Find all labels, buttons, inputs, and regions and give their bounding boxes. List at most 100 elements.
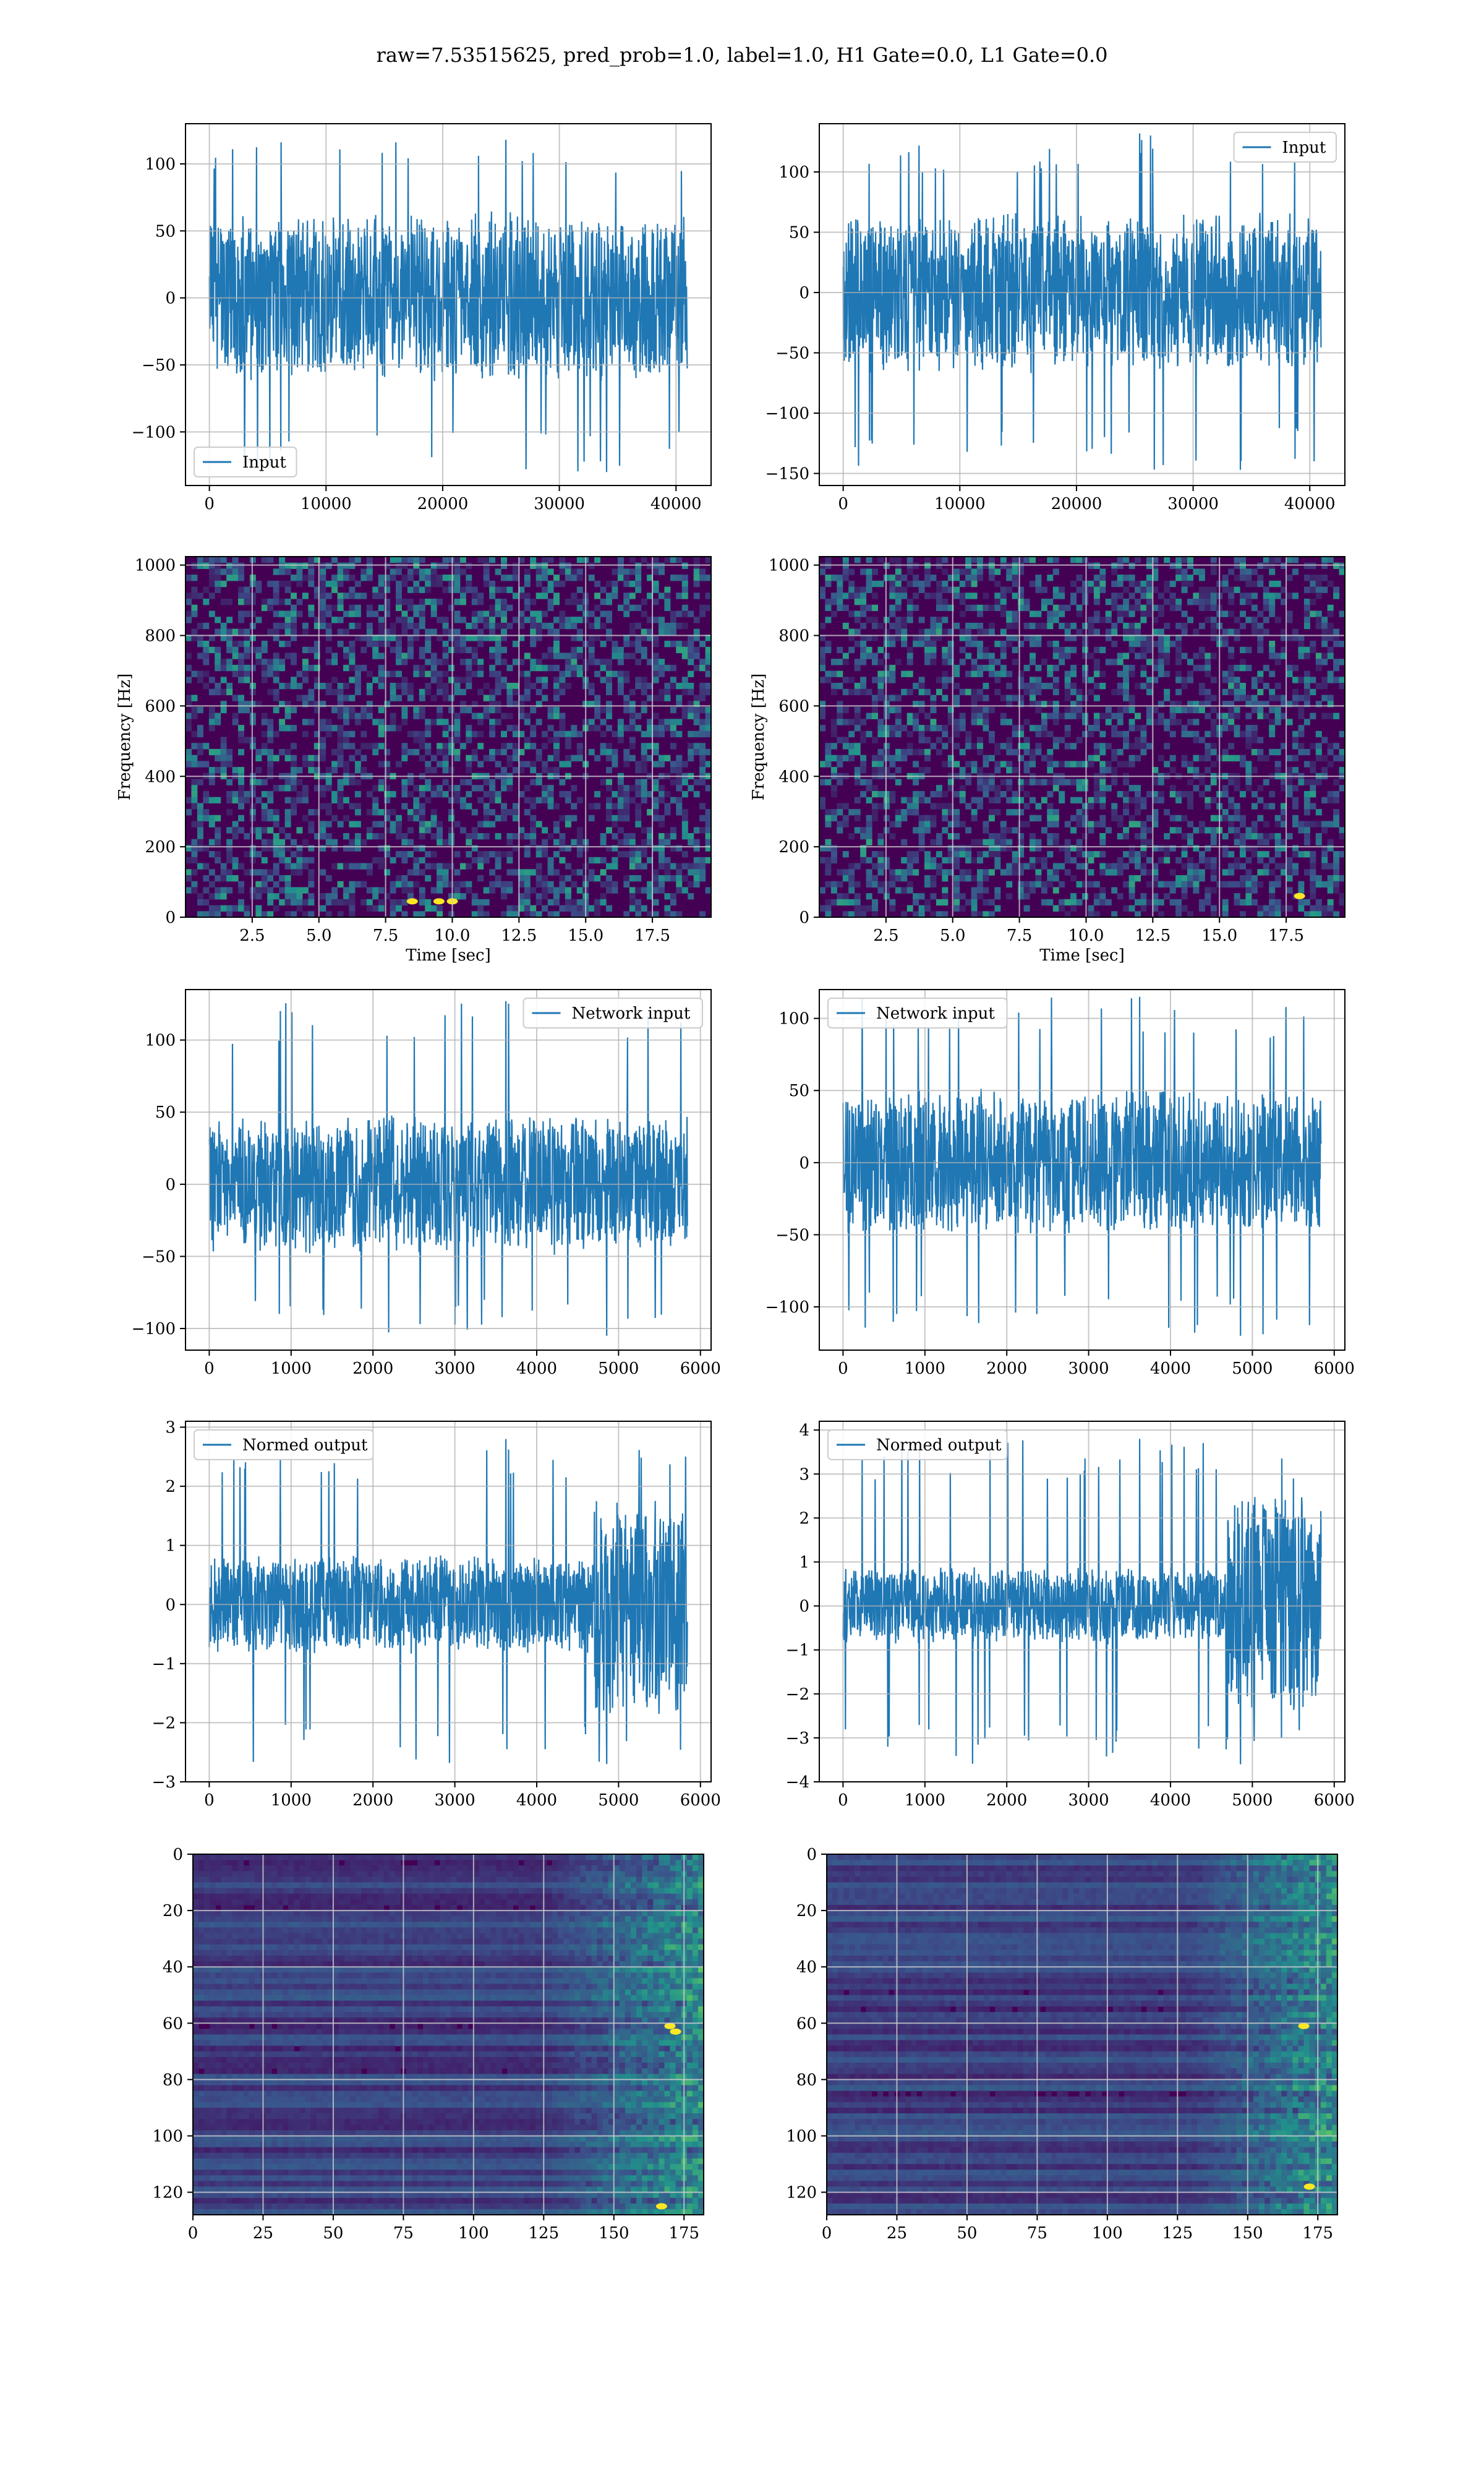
l1-spectrogram-heatmap-cell xyxy=(884,815,890,821)
l1-spectrogram-heatmap-cell xyxy=(884,563,890,569)
l1-spectrogram-heatmap-cell xyxy=(901,839,907,845)
h1-spectrogram-heatmap-cell xyxy=(372,677,378,683)
h1-spectrogram-heatmap-cell xyxy=(606,863,612,870)
l1-spectrogram-heatmap-cell xyxy=(942,815,948,821)
l1-spectrogram-heatmap-cell xyxy=(895,875,902,881)
h1-spectrogram-heatmap-cell xyxy=(291,623,297,629)
h1-spectrogram-heatmap-cell xyxy=(501,659,507,665)
l1-spectrogram-heatmap-cell xyxy=(895,581,902,587)
h1-spectrogram-heatmap-cell xyxy=(659,761,665,767)
h1-spectrogram-heatmap-cell xyxy=(664,719,670,725)
h1-spectrogram-heatmap-cell xyxy=(232,827,239,833)
l1-spectrogram-heatmap-cell xyxy=(1000,743,1007,749)
l1-spectrogram-heatmap-cell xyxy=(884,725,890,731)
h1-spectrogram-heatmap-cell xyxy=(506,869,513,875)
l1-spectrogram-heatmap-cell xyxy=(953,857,960,863)
h1-spectrogram-heatmap-cell xyxy=(401,779,407,785)
h1-spectrogram-heatmap-cell xyxy=(548,791,554,797)
l1-spectrogram-heatmap-cell xyxy=(1158,629,1164,635)
l1-spectrogram-heatmap-cell xyxy=(1321,623,1328,629)
l1-spectrogram-heatmap-cell xyxy=(1257,881,1263,888)
h1-spectrogram-heatmap-cell xyxy=(501,779,507,785)
l1-spectrogram-heatmap-cell xyxy=(1070,689,1077,695)
l1-spectrogram-heatmap-cell xyxy=(1035,683,1041,689)
l1-spectrogram-heatmap-cell xyxy=(1053,641,1059,647)
h1-spectrogram-heatmap-cell xyxy=(653,749,659,755)
l1-spectrogram-heatmap-cell xyxy=(831,671,837,677)
l1-spectrogram-heatmap-cell xyxy=(1222,581,1229,587)
l1-spectrogram-heatmap-cell xyxy=(819,623,825,629)
h1-spectrogram-heatmap-cell xyxy=(378,707,385,713)
h1-spectrogram-heatmap-cell xyxy=(378,785,385,791)
l1-spectrogram-heatmap-cell xyxy=(866,833,872,839)
l1-spectrogram-heatmap-cell xyxy=(1316,581,1322,587)
l1-spectrogram-heatmap-cell xyxy=(1211,599,1217,605)
h1-spectrogram-heatmap-cell xyxy=(360,767,367,773)
l1-spectrogram-heatmap-cell xyxy=(1053,647,1059,653)
l1-spectrogram-heatmap-cell xyxy=(1059,761,1065,767)
l1-spectrogram-heatmap-cell xyxy=(1245,713,1252,719)
l1-spectrogram-heatmap-cell xyxy=(866,893,872,899)
h1-spectrogram-heatmap-cell xyxy=(688,743,694,749)
h1-spectrogram-heatmap-cell xyxy=(320,803,326,809)
l1-spectrogram-heatmap-cell xyxy=(848,749,855,755)
h1-spectrogram-heatmap-cell xyxy=(472,731,478,737)
l1-spectrogram-heatmap-cell xyxy=(1205,755,1211,761)
l1-spectrogram-heatmap-cell xyxy=(1321,659,1328,665)
h1-spectrogram-heatmap-cell xyxy=(291,563,297,569)
l1-input-xtick-label: 40000 xyxy=(1284,495,1336,513)
h1-spectrogram-heatmap-cell xyxy=(618,737,624,743)
l1-spectrogram-heatmap-cell xyxy=(1222,671,1229,677)
l1-spectrogram-heatmap-cell xyxy=(1182,629,1188,635)
h1-spectrogram-heatmap-cell xyxy=(606,581,612,587)
h1-spectrogram-heatmap-cell xyxy=(682,581,688,587)
l1-spectrogram-heatmap-cell xyxy=(1135,797,1141,803)
l1-spectrogram-heatmap-cell xyxy=(895,659,902,665)
h1-spectrogram-heatmap-cell xyxy=(331,557,338,563)
l1-spectrogram-heatmap-cell xyxy=(1321,821,1328,828)
l1-spectrogram-heatmap-cell xyxy=(1287,863,1293,870)
l1-spectrogram-heatmap-cell xyxy=(977,839,983,845)
l1-spectrogram-heatmap-cell xyxy=(1316,881,1322,888)
h1-spectrogram-heatmap-cell xyxy=(635,857,641,863)
h1-spectrogram-heatmap-cell xyxy=(262,647,268,653)
l1-spectrogram-heatmap-cell xyxy=(837,821,843,828)
l1-spectrogram-heatmap-cell xyxy=(1228,797,1234,803)
h1-spectrogram-heatmap-cell xyxy=(226,791,232,797)
h1-spectrogram-heatmap-cell xyxy=(565,683,571,689)
h1-spectrogram-heatmap-cell xyxy=(349,887,355,893)
h1-spectrogram-heatmap-cell xyxy=(425,647,431,653)
l1-spectrogram-heatmap-cell xyxy=(1222,881,1229,888)
h1-spectrogram-heatmap-cell xyxy=(571,599,577,605)
l1-spectrogram-heatmap-cell xyxy=(1129,815,1135,821)
h1-spectrogram-heatmap-cell xyxy=(431,599,437,605)
l1-spectrogram-heatmap-cell xyxy=(965,641,971,647)
l1-spectrogram-heatmap-cell xyxy=(843,605,849,611)
h1-spectrogram-heatmap-cell xyxy=(553,665,560,671)
h1-spectrogram-heatmap-cell xyxy=(548,725,554,731)
l1-spectrogram-heatmap-cell xyxy=(866,857,872,863)
l1-spectrogram-heatmap-cell xyxy=(1263,713,1269,719)
l1-spectrogram-heatmap-cell xyxy=(1211,887,1217,893)
l1-spectrogram-heatmap-cell xyxy=(994,581,1000,587)
l1-spectrogram-heatmap-cell xyxy=(1065,845,1071,851)
h1-spectrogram-heatmap-cell xyxy=(688,863,694,870)
h1-input-legend: Input xyxy=(194,447,297,477)
l1-spectrogram-heatmap-cell xyxy=(1065,743,1071,749)
l1-spectrogram-heatmap-cell xyxy=(1018,839,1024,845)
h1-spectrogram-heatmap-cell xyxy=(407,887,414,893)
l1-spectrogram-heatmap-cell xyxy=(942,695,948,701)
l1-spectrogram-heatmap-cell xyxy=(1082,851,1088,857)
l1-spectrogram-heatmap-cell xyxy=(1245,575,1252,581)
h1-spectrogram-heatmap-cell xyxy=(378,653,385,659)
h1-spectrogram-heatmap-cell xyxy=(302,797,309,803)
h1-spectrogram-heatmap-cell xyxy=(209,557,215,563)
l1-spectrogram-heatmap-cell xyxy=(1304,851,1310,857)
l1-spectrogram-heatmap-cell xyxy=(1164,881,1170,888)
h1-spectrogram-heatmap-cell xyxy=(250,737,256,743)
l1-spectrogram-heatmap-cell xyxy=(855,881,861,888)
l1-spectrogram-heatmap-cell xyxy=(1099,731,1106,737)
h1-spectrogram-heatmap-cell xyxy=(495,647,501,653)
l1-spectrogram-heatmap-cell xyxy=(1123,803,1129,809)
h1-spectrogram-heatmap-cell xyxy=(273,665,279,671)
